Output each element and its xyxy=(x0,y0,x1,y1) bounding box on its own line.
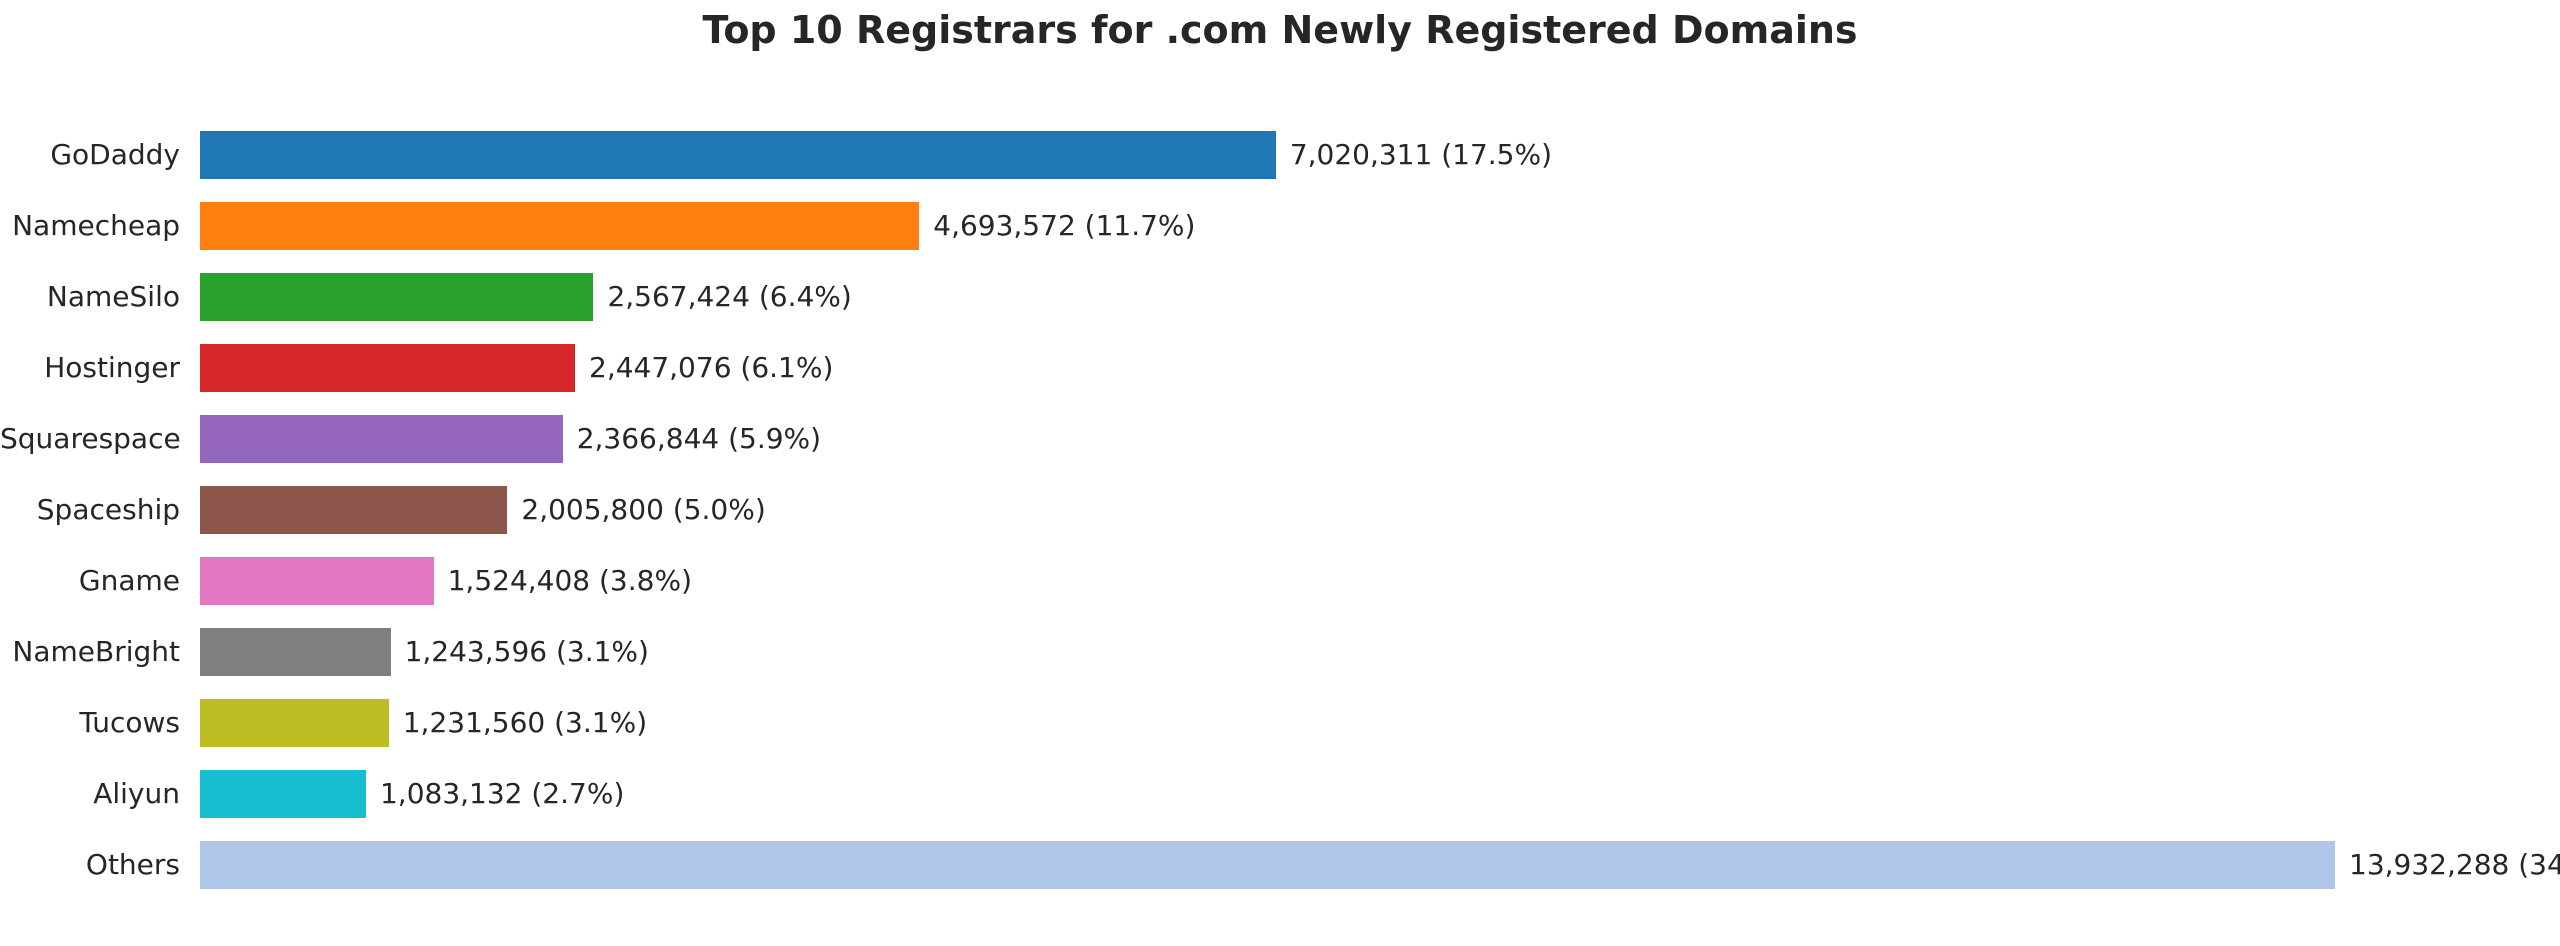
bar-row: GoDaddy 7,020,311 (17.5%) xyxy=(0,119,2560,190)
bar xyxy=(200,556,434,605)
bar-row: Namecheap 4,693,572 (11.7%) xyxy=(0,190,2560,261)
category-label: Others xyxy=(85,848,180,881)
bar-track xyxy=(200,485,2335,534)
bar-row: NameSilo 2,567,424 (6.4%) xyxy=(0,261,2560,332)
bar-row: Aliyun 1,083,132 (2.7%) xyxy=(0,758,2560,829)
bar xyxy=(200,698,389,747)
bar-row: Squarespace 2,366,844 (5.9%) xyxy=(0,403,2560,474)
bar-track xyxy=(200,414,2335,463)
bar-track xyxy=(200,769,2335,818)
value-label: 1,524,408 (3.8%) xyxy=(447,564,692,597)
bar-row: Others 13,932,288 (34.7%) xyxy=(0,829,2560,900)
category-label: Spaceship xyxy=(36,493,180,526)
category-label: Aliyun xyxy=(93,777,180,810)
category-label: NameBright xyxy=(12,635,180,668)
value-label: 1,231,560 (3.1%) xyxy=(402,706,648,739)
category-label: Hostinger xyxy=(44,351,180,384)
value-label: 1,243,596 (3.1%) xyxy=(404,635,649,668)
value-label: 13,932,288 (34.7%) xyxy=(2349,848,2560,881)
bar-track xyxy=(200,840,2335,889)
bar-row: NameBright 1,243,596 (3.1%) xyxy=(0,616,2560,687)
bar xyxy=(200,485,508,534)
category-label: Namecheap xyxy=(12,209,180,242)
bar-row: Gname 1,524,408 (3.8%) xyxy=(0,545,2560,616)
bar-track xyxy=(200,556,2335,605)
chart-title: Top 10 Registrars for .com Newly Registe… xyxy=(702,8,1858,52)
bar xyxy=(200,130,1276,179)
value-label: 2,567,424 (6.4%) xyxy=(607,280,852,313)
value-label: 2,447,076 (6.1%) xyxy=(589,351,834,384)
bar-track xyxy=(200,627,2335,676)
value-label: 1,083,132 (2.7%) xyxy=(379,777,625,810)
bar xyxy=(200,769,366,818)
bar-track xyxy=(200,130,2335,179)
value-label: 7,020,311 (17.5%) xyxy=(1289,138,1553,171)
value-label: 4,693,572 (11.7%) xyxy=(933,209,1196,242)
bar xyxy=(200,414,563,463)
bar-track xyxy=(200,698,2335,747)
category-label: Gname xyxy=(78,564,180,597)
bar-row: Tucows 1,231,560 (3.1%) xyxy=(0,687,2560,758)
bar-row: Hostinger 2,447,076 (6.1%) xyxy=(0,332,2560,403)
category-label: GoDaddy xyxy=(50,138,180,171)
bar xyxy=(200,272,594,321)
bar xyxy=(200,201,920,250)
bar-track xyxy=(200,201,2335,250)
category-label: Squarespace xyxy=(0,422,181,455)
value-label: 2,005,800 (5.0%) xyxy=(521,493,766,526)
value-label: 2,366,844 (5.9%) xyxy=(576,422,822,455)
bar xyxy=(200,627,391,676)
category-label: NameSilo xyxy=(46,280,180,313)
bar-row: Spaceship 2,005,800 (5.0%) xyxy=(0,474,2560,545)
bar-track xyxy=(200,272,2335,321)
bar-rows-container: GoDaddy 7,020,311 (17.5%) Namecheap 4,693,5… xyxy=(0,119,2560,900)
bar-track xyxy=(200,343,2335,392)
bar xyxy=(200,343,575,392)
bar xyxy=(200,840,2335,889)
category-label: Tucows xyxy=(79,706,180,739)
